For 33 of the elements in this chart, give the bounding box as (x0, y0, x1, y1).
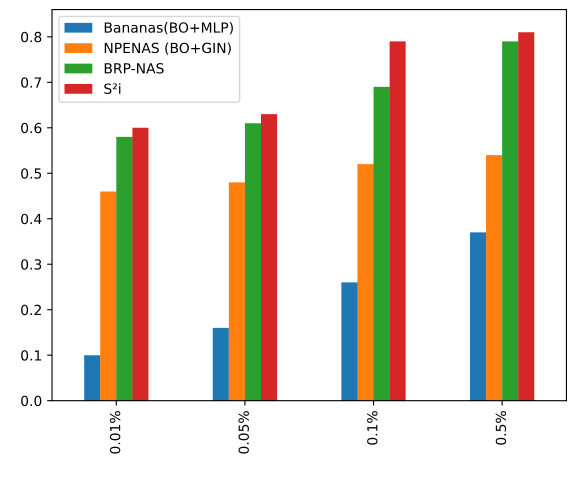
y-tick-label: 0.4 (21, 214, 42, 224)
legend-label: S²i (104, 83, 120, 94)
bar (357, 164, 374, 401)
bar (244, 123, 262, 401)
legend-label: NPENAS (BO+GIN) (104, 42, 231, 55)
bar (100, 191, 116, 401)
bar (470, 232, 486, 401)
bar (261, 114, 278, 401)
bar (132, 128, 148, 401)
bar (116, 136, 132, 401)
x-tick-label: 0.1% (367, 411, 378, 445)
bar (341, 282, 358, 401)
legend-label: BRP-NAS (104, 63, 164, 74)
y-tick-label: 0.3 (21, 259, 42, 270)
x-tick-label: 0.01% (110, 411, 120, 454)
bar (486, 155, 502, 401)
y-tick-label: 0.0 (21, 396, 42, 406)
legend-label: Bananas(BO+MLP) (104, 22, 233, 34)
bar (502, 41, 518, 401)
bar (374, 86, 390, 401)
bar (518, 32, 534, 401)
x-tick-label: 0.05% (238, 411, 249, 454)
bar (390, 41, 406, 401)
y-tick-label: 0.7 (21, 77, 42, 88)
x-tick-label: 0.5% (496, 411, 506, 445)
y-tick-label: 0.2 (21, 304, 41, 316)
bar (212, 328, 229, 401)
y-tick-label: 0.6 (21, 122, 42, 134)
bar (84, 355, 100, 401)
y-tick-label: 0.8 (21, 32, 42, 42)
y-tick-label: 0.1 (21, 350, 42, 361)
bar (228, 182, 245, 401)
y-tick-label: 0.5 (21, 168, 42, 179)
